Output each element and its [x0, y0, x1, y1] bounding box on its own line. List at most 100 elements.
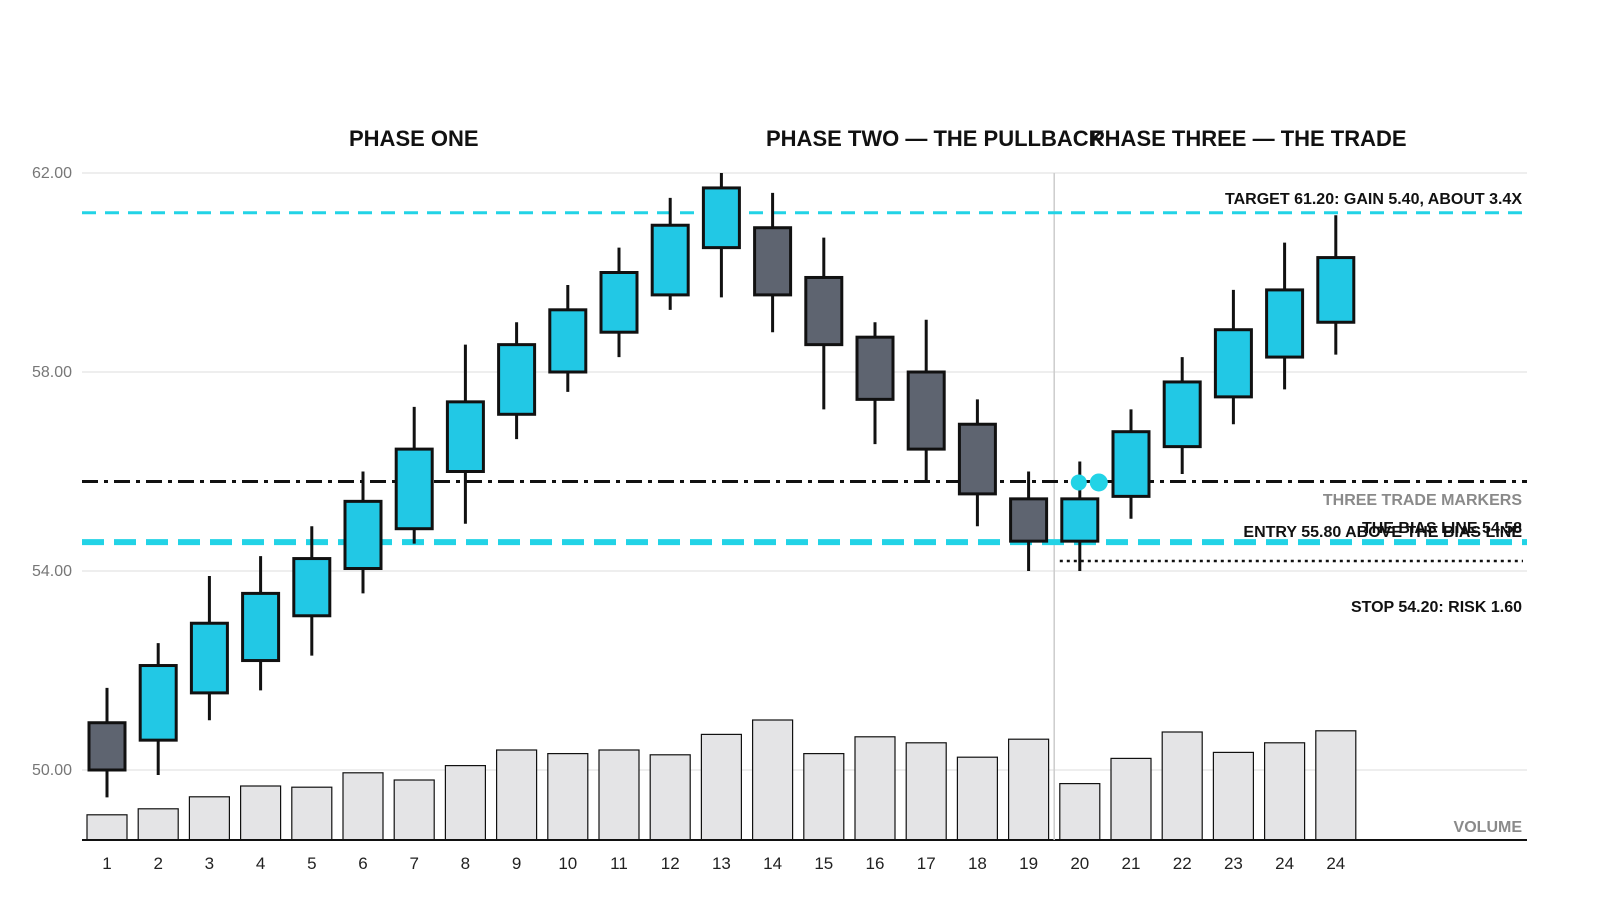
trade-marker-dot [1070, 474, 1087, 491]
x-tick-label: 12 [661, 854, 680, 873]
volume-bar [547, 752, 589, 841]
x-tick-label: 16 [866, 854, 885, 873]
volume-bar [803, 752, 845, 841]
candle [497, 322, 537, 440]
x-tick-label: 6 [358, 854, 367, 873]
x-tick-label: 5 [307, 854, 316, 873]
y-tick-label: 50.00 [32, 762, 72, 779]
x-tick-label: 22 [1173, 854, 1192, 873]
x-tick-label: 4 [256, 854, 265, 873]
candle-body [189, 621, 229, 695]
candle-body [1111, 430, 1151, 498]
x-tick-label: 3 [205, 854, 214, 873]
x-tick-label: 18 [968, 854, 987, 873]
candle [548, 284, 588, 392]
volume-bar [1161, 731, 1203, 841]
x-tick-label: 20 [1070, 854, 1089, 873]
candle [804, 237, 844, 410]
volume-bar [1110, 757, 1152, 841]
candle [343, 471, 383, 594]
volume-bar [854, 736, 896, 841]
volume-bar [444, 764, 486, 841]
x-tick-label: 15 [814, 854, 833, 873]
phase-two-title: PHASE TWO — THE PULLBACK [766, 126, 1105, 151]
x-tick-label: 24 [1326, 854, 1345, 873]
x-tick-label: 10 [558, 854, 577, 873]
candle [394, 406, 434, 544]
y-tick-label: 62.00 [32, 165, 72, 182]
candle-body [1316, 256, 1356, 324]
candle [241, 556, 281, 691]
volume-bar [1059, 782, 1101, 841]
candle-body [804, 275, 844, 347]
x-tick-label: 17 [917, 854, 936, 873]
candle-body [1009, 497, 1049, 543]
y-tick-label: 58.00 [32, 364, 72, 381]
candle [1111, 409, 1151, 519]
candle [1316, 215, 1356, 355]
x-tick-label: 24 [1275, 854, 1294, 873]
entry-label: ENTRY 55.80 ABOVE THE BIAS LINE [1243, 524, 1522, 541]
candle [189, 575, 229, 721]
candle-body [599, 271, 639, 334]
volume-bar [700, 733, 743, 841]
volume-label: VOLUME [1454, 819, 1523, 836]
x-tick-label: 21 [1122, 854, 1141, 873]
x-tick-label: 14 [763, 854, 782, 873]
grid-lines [82, 172, 1527, 771]
stop-label: STOP 54.20: RISK 1.60 [1351, 599, 1522, 616]
candle [1060, 461, 1100, 571]
volume-bar [598, 749, 640, 841]
trade-marker-dot [1089, 473, 1108, 492]
candle [1265, 242, 1305, 390]
candle-body [957, 422, 997, 496]
volume-bar [1007, 738, 1050, 841]
candle-body [701, 186, 741, 250]
candle [855, 322, 895, 445]
x-tick-label: 7 [409, 854, 418, 873]
candle [753, 192, 793, 333]
volume-bars [86, 719, 1357, 841]
volume-bar [956, 756, 999, 841]
target-label: TARGET 61.20: GAIN 5.40, ABOUT 3.4X [1225, 191, 1522, 208]
volume-bar [393, 779, 435, 841]
candle [1213, 289, 1253, 425]
candle-body [343, 499, 383, 571]
candle [1009, 471, 1049, 571]
candle [87, 687, 127, 798]
volume-bar [240, 785, 282, 841]
trade-markers-label: THREE TRADE MARKERS [1323, 492, 1522, 509]
candle [138, 643, 178, 775]
candle [1162, 357, 1202, 474]
volume-bar [905, 742, 947, 841]
candle-body [753, 226, 793, 297]
candle [701, 173, 741, 298]
x-tick-label: 8 [461, 854, 470, 873]
x-axis-ticks: 1 2 3 4 5 6 7 8 9 10 11 12 13 14 15 16 17 18 19 20 21 22 23 24 2… [102, 854, 1345, 873]
candle-body [138, 664, 178, 742]
candle [445, 344, 485, 524]
volume-bar [137, 808, 179, 841]
volume-bar [86, 814, 128, 841]
x-tick-label: 1 [102, 854, 111, 873]
candle-body [292, 557, 332, 618]
candle-body [445, 400, 485, 474]
candle [650, 197, 690, 310]
candle-body [497, 343, 537, 416]
volume-bar [496, 749, 538, 841]
candle [292, 526, 332, 656]
phase-three-title: PHASE THREE — THE TRADE [1090, 126, 1407, 151]
candle [599, 247, 639, 358]
candle-body [1060, 497, 1100, 543]
x-tick-label: 11 [610, 854, 628, 873]
volume-bar [1315, 730, 1357, 841]
candle-body [241, 591, 281, 663]
x-tick-label: 23 [1224, 854, 1243, 873]
x-tick-label: 13 [712, 854, 731, 873]
volume-bar [751, 719, 794, 841]
volume-bar [188, 796, 230, 841]
phase-one-title: PHASE ONE [349, 126, 479, 151]
candle-body [855, 335, 895, 401]
candle-body [1162, 380, 1202, 449]
y-axis-ticks: 62.00 58.00 54.00 50.00 [32, 165, 72, 779]
